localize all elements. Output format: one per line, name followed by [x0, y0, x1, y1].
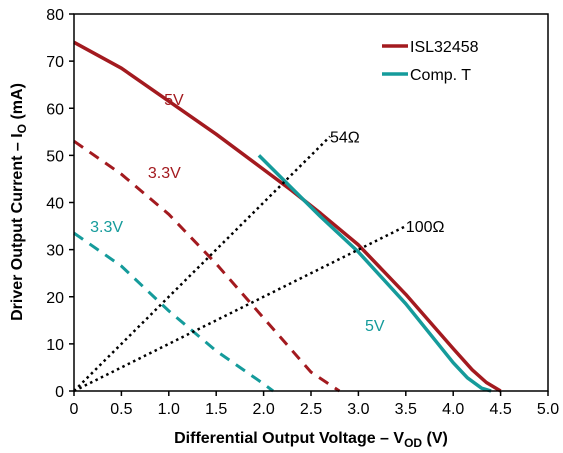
plot-frame	[73, 13, 549, 392]
x-tick-label: 0.5	[110, 401, 132, 418]
y-tick-label: 50	[46, 148, 64, 165]
legend-label-comp-t: Comp. T	[410, 67, 471, 84]
x-tick-label: 3.5	[395, 401, 417, 418]
annotation-3-3v: 3.3V	[148, 165, 181, 182]
y-tick-label: 30	[46, 243, 64, 260]
x-tick-label: 1.0	[158, 401, 180, 418]
series-line-100ohm	[73, 224, 407, 393]
x-tick-label: 4.5	[489, 401, 511, 418]
annotation-54ohm: 54Ω	[330, 130, 360, 147]
legend: ISL32458 Comp. T	[382, 39, 479, 84]
x-axis-title: Differential Output Voltage – VOD (V)	[174, 430, 448, 450]
series-line-54ohm	[73, 135, 331, 392]
y-tick-label: 70	[46, 54, 64, 71]
x-tick-label: 0	[70, 401, 79, 418]
annotation-5v: 5V	[164, 92, 184, 109]
annotation-3-3v: 3.3V	[90, 219, 123, 236]
y-tick-label: 60	[46, 101, 64, 118]
y-tick-label: 20	[46, 290, 64, 307]
series-line-comp-t-5v	[257, 154, 492, 393]
series-line-isl32458-5v	[73, 40, 502, 393]
x-tick-label: 1.5	[205, 401, 227, 418]
y-tick-label: 10	[46, 337, 64, 354]
x-tick-label: 2.0	[252, 401, 274, 418]
y-axis-title: Driver Output Current – IO (mA)	[9, 83, 29, 321]
series-line-isl32458-3-3v	[73, 139, 341, 393]
y-tick-label: 0	[55, 384, 64, 401]
annotation-100ohm: 100Ω	[406, 219, 445, 236]
y-tick-label: 40	[46, 196, 64, 213]
legend-label-isl32458: ISL32458	[410, 39, 479, 56]
axis-ticks: 0 0.5 1.0 1.5 2.0 2.5 3.0 3.5 4.0 4.5 5.0 0 10 20 30 40…	[46, 7, 559, 418]
x-tick-label: 4.0	[442, 401, 464, 418]
x-tick-label: 5.0	[537, 401, 559, 418]
annotation-5v: 5V	[365, 318, 385, 335]
plot-marks: 5V 3.3V 3.3V 5V 54Ω 100Ω	[73, 40, 502, 393]
x-tick-label: 2.5	[300, 401, 322, 418]
y-tick-label: 80	[46, 7, 64, 24]
x-tick-label: 3.0	[347, 401, 369, 418]
series-line-comp-t-3-3v	[73, 231, 274, 393]
